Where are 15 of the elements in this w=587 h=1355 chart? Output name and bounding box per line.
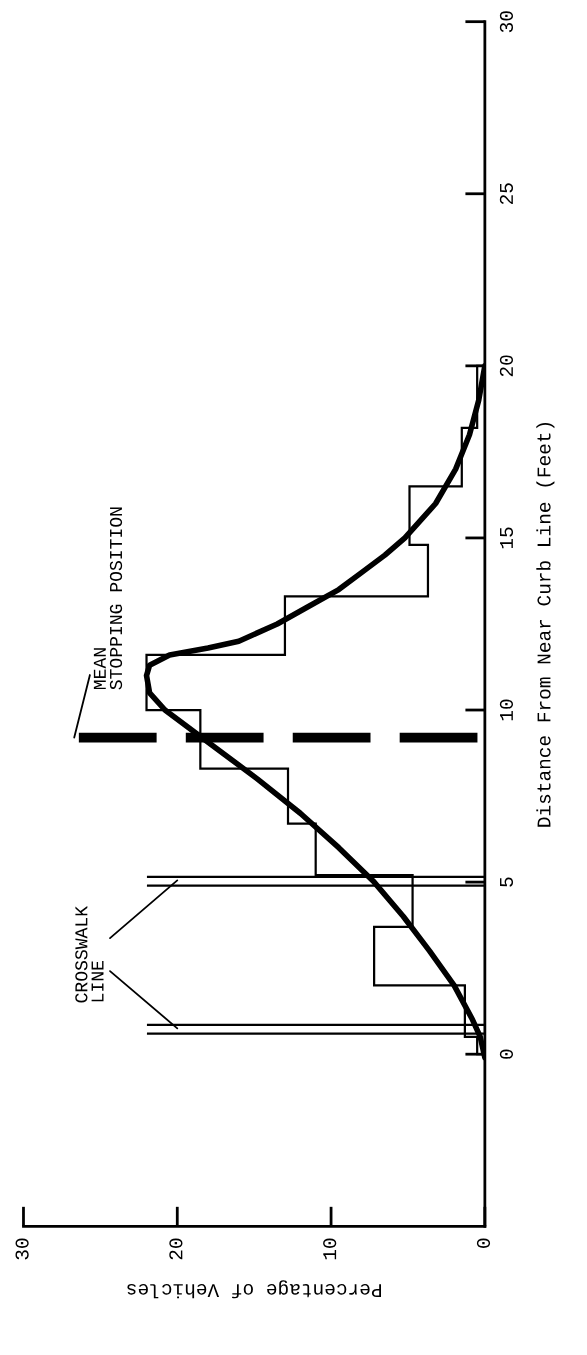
y-tick-label: 15 xyxy=(500,527,514,549)
ref-line-label: MEAN STOPPING POSITION xyxy=(93,507,123,690)
x-tick-label: 30 xyxy=(15,1238,29,1260)
y-tick-label: 25 xyxy=(499,183,514,205)
y-tick-label: 5 xyxy=(500,877,514,887)
x-tick-label: 10 xyxy=(323,1238,337,1260)
annotation: CROSSWALK LINE xyxy=(75,905,104,1003)
y-tick-label: 0 xyxy=(499,1049,514,1059)
y-tick-label: 30 xyxy=(499,11,514,33)
x-axis-title: Percentage of Vehicles xyxy=(127,1280,381,1299)
y-tick-label: 20 xyxy=(499,355,514,377)
x-tick-label: 0 xyxy=(476,1238,491,1248)
y-axis-title: Distance From Near Curb Line (Feet) xyxy=(536,423,555,827)
y-tick-label: 10 xyxy=(499,699,514,721)
x-tick-label: 20 xyxy=(169,1238,183,1260)
